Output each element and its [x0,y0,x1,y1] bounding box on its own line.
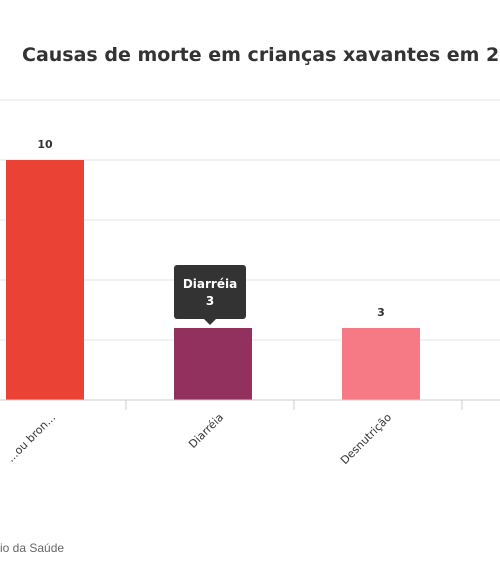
x-tick-label: ...ou bron... [4,411,58,465]
bar-2[interactable] [342,328,420,400]
tooltip-category: Diarréia [182,277,238,291]
tooltip: Diarréia 3 [174,265,246,325]
x-tick-label: Desnutrição [338,411,394,467]
bars [6,160,420,400]
bar-1[interactable] [174,328,252,400]
tooltip-value: 3 [205,294,215,308]
bar-0[interactable] [6,160,84,400]
source-note: io da Saúde [0,541,65,555]
chart-title: Causas de morte em crianças xavantes em … [22,44,500,66]
bar-value-label: 10 [37,138,53,151]
x-tick-label: Diarréia [186,411,226,451]
x-axis: ...ou bron...DiarréiaDesnutriçãoSem as..… [0,399,500,467]
bar-value-label: 3 [377,306,385,319]
